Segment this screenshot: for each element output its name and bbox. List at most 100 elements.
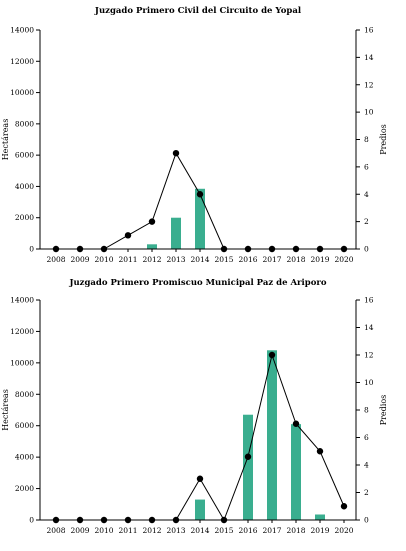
predios-point-2020 (340, 245, 348, 253)
y2-tick-label: 2 (364, 217, 369, 226)
predios-point-2017 (268, 245, 276, 253)
predios-point-2008 (52, 245, 60, 253)
y-tick-label: 10000 (10, 358, 34, 367)
y2-tick-label: 12 (364, 80, 374, 89)
y2-tick-label: 12 (364, 351, 374, 360)
y-tick-label: 14000 (10, 296, 34, 305)
y2-tick-label: 14 (364, 53, 374, 62)
x-tick-label: 2015 (214, 526, 233, 535)
y2-tick-label: 16 (364, 26, 374, 35)
x-tick-label: 2013 (166, 255, 185, 264)
y2-tick-label: 14 (364, 323, 374, 332)
y-tick-label: 6000 (15, 151, 34, 160)
predios-point-2012 (148, 218, 156, 225)
chart-title: Juzgado Primero Civil del Circuito de Yo… (94, 6, 302, 16)
x-tick-label: 2014 (190, 526, 209, 535)
predios-point-2009 (76, 516, 84, 524)
predios-point-2008 (52, 516, 60, 524)
y2-tick-label: 2 (364, 488, 369, 497)
y-tick-label: 14000 (10, 26, 34, 35)
bar-2013 (171, 217, 181, 249)
predios-point-2013 (172, 149, 180, 157)
y2-tick-label: 8 (364, 406, 369, 415)
predios-point-2010 (100, 516, 108, 524)
predios-point-2011 (124, 516, 132, 524)
x-tick-label: 2008 (46, 526, 65, 535)
predios-point-2018 (292, 245, 300, 253)
predios-point-2020 (340, 503, 348, 510)
predios-point-2011 (124, 232, 132, 239)
x-tick-label: 2016 (238, 526, 257, 535)
x-tick-label: 2019 (310, 526, 329, 535)
y-tick-label: 0 (29, 245, 34, 254)
y2-tick-label: 4 (364, 190, 369, 199)
x-tick-label: 2011 (118, 526, 137, 535)
x-tick-label: 2010 (94, 255, 113, 264)
x-tick-label: 2020 (334, 255, 353, 264)
bar-2014 (195, 499, 205, 520)
bar-2014 (195, 188, 205, 249)
x-tick-label: 2019 (310, 255, 329, 264)
predios-point-2019 (316, 245, 324, 253)
predios-point-2009 (76, 245, 84, 253)
x-tick-label: 2009 (70, 255, 89, 264)
x-tick-label: 2020 (334, 526, 353, 535)
chart-paz-de-ariporo: Juzgado Primero Promiscuo Municipal Paz … (1, 278, 388, 535)
y2-tick-label: 0 (364, 516, 369, 525)
y-tick-label: 4000 (15, 182, 34, 191)
y-tick-label: 8000 (15, 119, 34, 128)
x-tick-label: 2012 (142, 255, 161, 264)
predios-point-2015 (220, 245, 228, 253)
y-tick-label: 2000 (15, 484, 34, 493)
x-tick-label: 2013 (166, 526, 185, 535)
x-tick-label: 2018 (286, 255, 305, 264)
predios-point-2012 (148, 516, 156, 524)
chart-yopal: Juzgado Primero Civil del Circuito de Yo… (1, 6, 388, 264)
x-tick-label: 2015 (214, 255, 233, 264)
y2-tick-label: 0 (364, 245, 369, 254)
x-tick-label: 2008 (46, 255, 65, 264)
x-tick-label: 2010 (94, 526, 113, 535)
predios-point-2016 (244, 453, 252, 460)
bar-2016 (243, 414, 253, 520)
predios-point-2013 (172, 516, 180, 524)
y-tick-label: 12000 (10, 57, 34, 66)
bar-2019 (315, 514, 325, 520)
y2-tick-label: 4 (364, 461, 369, 470)
x-tick-label: 2017 (262, 255, 281, 264)
predios-point-2014 (196, 475, 204, 482)
y-tick-label: 10000 (10, 88, 34, 97)
chart-title: Juzgado Primero Promiscuo Municipal Paz … (68, 278, 326, 288)
y-tick-label: 8000 (15, 390, 34, 399)
y-tick-label: 4000 (15, 453, 34, 462)
y2-tick-label: 6 (364, 433, 369, 442)
x-tick-label: 2011 (118, 255, 137, 264)
predios-point-2016 (244, 245, 252, 253)
y2-axis-title: Predios (379, 124, 388, 155)
y-axis-title: Hectáreas (1, 389, 10, 431)
x-tick-label: 2016 (238, 255, 257, 264)
predios-point-2010 (100, 245, 108, 253)
predios-point-2015 (220, 516, 228, 524)
predios-point-2014 (196, 191, 204, 198)
y2-tick-label: 6 (364, 162, 369, 171)
y-tick-label: 6000 (15, 421, 34, 430)
x-tick-label: 2009 (70, 526, 89, 535)
y2-tick-label: 16 (364, 296, 374, 305)
x-tick-label: 2017 (262, 526, 281, 535)
y-tick-label: 12000 (10, 327, 34, 336)
y2-tick-label: 10 (364, 108, 374, 117)
predios-point-2019 (316, 448, 324, 455)
y2-tick-label: 10 (364, 378, 374, 387)
y-tick-label: 0 (29, 516, 34, 525)
predios-point-2018 (292, 420, 300, 427)
y2-tick-label: 8 (364, 135, 369, 144)
predios-point-2017 (268, 351, 276, 359)
y-axis-title: Hectáreas (1, 119, 10, 161)
x-tick-label: 2012 (142, 526, 161, 535)
y-tick-label: 2000 (15, 213, 34, 222)
x-tick-label: 2018 (286, 526, 305, 535)
bar-2017 (267, 350, 277, 520)
x-tick-label: 2014 (190, 255, 209, 264)
